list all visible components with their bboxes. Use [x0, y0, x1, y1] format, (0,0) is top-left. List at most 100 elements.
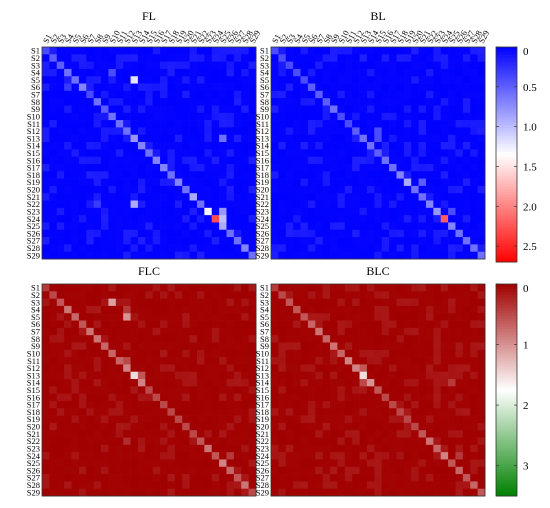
- heatmap-cell: [130, 237, 139, 245]
- heatmap-cell: [101, 313, 109, 321]
- heatmap-cell: [344, 452, 353, 460]
- colorbar-segment: [496, 63, 517, 67]
- heatmap-cell: [418, 54, 427, 62]
- col-tick-label: S1: [270, 32, 283, 45]
- heatmap-cell: [285, 452, 294, 460]
- heatmap-cell: [411, 437, 419, 446]
- colorbar-segment: [496, 173, 517, 177]
- heatmap-cell: [470, 134, 478, 143]
- heatmap-cell: [381, 437, 390, 446]
- heatmap-cell: [233, 76, 242, 84]
- heatmap-cell: [137, 54, 146, 62]
- heatmap-cell: [477, 142, 486, 150]
- heatmap-cell: [42, 371, 50, 380]
- heatmap-cell: [271, 156, 279, 165]
- heatmap-frame: [41, 283, 257, 497]
- colorbar-segment: [496, 167, 517, 172]
- heatmap-cell: [86, 357, 95, 365]
- heatmap-cell: [108, 134, 117, 143]
- heatmap-cell: [285, 68, 294, 77]
- heatmap-cell: [160, 193, 168, 201]
- heatmap-cell: [425, 371, 434, 380]
- heatmap-cell: [293, 422, 301, 431]
- heatmap-cell: [71, 222, 80, 231]
- heatmap-cell: [248, 112, 257, 121]
- heatmap-cell: [174, 142, 183, 150]
- heatmap-cell: [330, 481, 338, 490]
- heatmap-cell: [167, 251, 176, 260]
- heatmap-cell: [448, 379, 456, 387]
- heatmap-cell: [196, 156, 205, 165]
- heatmap-cell: [108, 371, 117, 380]
- heatmap-cell: [152, 76, 161, 84]
- colorbar-segment: [496, 197, 517, 201]
- heatmap-cell: [211, 481, 220, 490]
- heatmap-cell: [433, 237, 442, 245]
- heatmap-cell: [374, 112, 383, 121]
- heatmap-cell: [374, 415, 383, 424]
- heatmap-cell: [396, 400, 405, 409]
- heatmap-cell: [93, 400, 102, 409]
- heatmap-cell: [145, 193, 154, 201]
- heatmap-cell: [78, 400, 87, 409]
- heatmap-cell: [145, 371, 154, 380]
- heatmap-cell: [101, 54, 109, 62]
- heatmap-cell: [123, 127, 131, 136]
- heatmap-cell: [411, 408, 419, 416]
- heatmap-cell: [293, 47, 301, 55]
- heatmap-cell: [418, 149, 427, 157]
- heatmap-cell: [403, 459, 412, 468]
- heatmap-cell: [101, 156, 109, 165]
- colorbar-segment: [496, 421, 517, 425]
- row-tick-label: S15: [256, 148, 269, 158]
- heatmap-cell: [440, 386, 449, 394]
- heatmap-cell: [440, 105, 449, 114]
- heatmap-cell: [233, 284, 242, 292]
- heatmap-cell: [366, 229, 375, 238]
- heatmap-cell: [204, 222, 213, 231]
- heatmap-cell: [174, 452, 183, 460]
- heatmap-cell: [115, 305, 124, 314]
- heatmap-cell: [425, 98, 434, 106]
- heatmap-cell: [174, 244, 183, 253]
- heatmap-cell: [219, 400, 227, 409]
- heatmap-cell: [86, 68, 95, 77]
- heatmap-cell: [226, 466, 235, 475]
- heatmap-cell: [455, 244, 464, 253]
- heatmap-cell: [152, 327, 161, 336]
- heatmap-cell: [470, 437, 478, 446]
- heatmap-cell: [344, 298, 353, 307]
- heatmap-cell: [285, 298, 294, 307]
- heatmap-cell: [71, 47, 80, 55]
- heatmap-cell: [477, 481, 486, 490]
- heatmap-cell: [219, 142, 227, 150]
- heatmap-cell: [271, 466, 279, 475]
- heatmap-cell: [167, 105, 176, 114]
- row-tick-label: S26: [27, 228, 40, 238]
- heatmap-cell: [167, 422, 176, 431]
- heatmap-cell: [189, 171, 198, 179]
- heatmap-cell: [233, 193, 242, 201]
- heatmap-cell: [470, 244, 478, 253]
- heatmap-cell: [196, 349, 205, 358]
- heatmap-cell: [86, 244, 95, 253]
- heatmap-cell: [278, 105, 287, 114]
- heatmap-cell: [352, 342, 360, 351]
- heatmap-cell: [78, 364, 87, 373]
- heatmap-cell: [248, 83, 257, 92]
- heatmap-cell: [315, 229, 324, 238]
- heatmap-cell: [219, 193, 227, 201]
- heatmap-cell: [418, 357, 427, 365]
- heatmap-cell: [440, 90, 449, 99]
- colorbar-segment: [496, 376, 517, 380]
- heatmap-cell: [145, 142, 154, 150]
- row-tick-label: S26: [256, 465, 269, 475]
- heatmap-cell: [396, 47, 405, 55]
- heatmap-cell: [115, 320, 124, 329]
- heatmap-cell: [403, 481, 412, 490]
- heatmap-cell: [101, 386, 109, 394]
- heatmap-cell: [137, 305, 146, 314]
- heatmap-cell: [462, 284, 471, 292]
- heatmap-cell: [293, 200, 301, 209]
- heatmap-cell: [241, 327, 249, 336]
